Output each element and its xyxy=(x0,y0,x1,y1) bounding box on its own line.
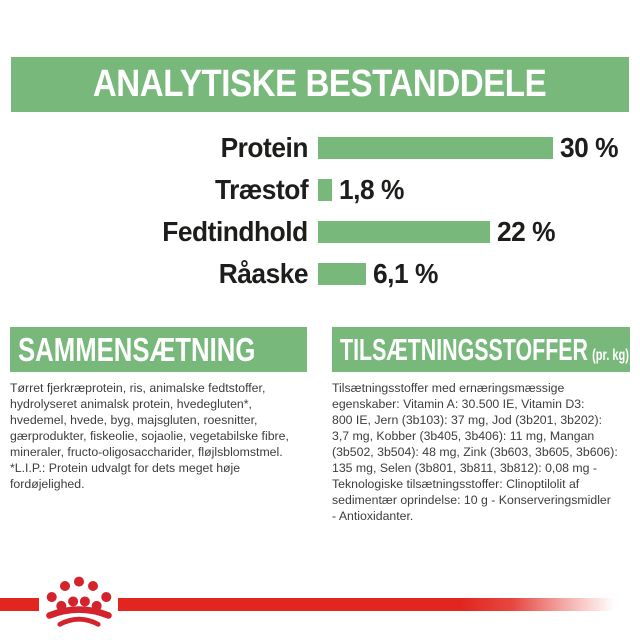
chart-category-label: Råaske xyxy=(0,258,318,290)
chart-value-label: 30 % xyxy=(560,132,622,164)
chart-category-label: Protein xyxy=(0,132,318,164)
additives-title-unit: (pr. kg) xyxy=(592,346,629,364)
additives-line: egenskaber: Vitamin A: 30.500 IE, Vitami… xyxy=(332,397,585,411)
chart-category-text: Råaske xyxy=(218,258,309,289)
chart-value-label: 6,1 % xyxy=(373,258,442,290)
chart-row: Protein 30 % xyxy=(0,127,640,169)
chart-bar xyxy=(318,179,332,201)
chart-row: Fedtindhold 22 % xyxy=(0,211,640,253)
additives-line: 135 mg, Selen (3b801, 3b811, 3b812): 0,0… xyxy=(332,461,598,475)
chart-category-label: Fedtindhold xyxy=(0,216,318,248)
chart-row: Råaske 6,1 % xyxy=(0,253,640,295)
additives-line: Teknologiske tilsætningsstoffer: Clinopt… xyxy=(332,477,580,491)
analytical-constituents-chart: Protein 30 % Træstof 1,8 % Fedtindhold 22 % Rå… xyxy=(0,127,640,295)
composition-header: SAMMENSÆTNING xyxy=(10,327,307,372)
chart-value-text: 1,8 % xyxy=(339,174,404,205)
composition-section: SAMMENSÆTNING Tørret fjerkræprotein, ris… xyxy=(10,327,307,492)
additives-header: TILSÆTNINGSSTOFFER (pr. kg) xyxy=(332,327,630,372)
composition-line: *L.I.P.: Protein udvalgt for dets meget … xyxy=(10,461,241,475)
additives-line: (3b502, 3b504): 48 mg, Zink (3b603, 3b60… xyxy=(332,445,618,459)
additives-title: TILSÆTNINGSSTOFFER (pr. kg) xyxy=(340,332,629,368)
chart-value-label: 1,8 % xyxy=(339,174,408,206)
chart-value-text: 6,1 % xyxy=(373,258,438,289)
analytical-constituents-banner: ANALYTISKE BESTANDDELE xyxy=(11,57,629,112)
chart-category-text: Træstof xyxy=(214,174,309,205)
chart-category-label: Træstof xyxy=(0,174,318,206)
chart-bar xyxy=(318,263,366,285)
additives-line: Tilsætningsstoffer med ernæringsmæssige xyxy=(332,381,565,395)
additives-line: 800 IE, Jern (3b103): 37 mg, Jod (3b201,… xyxy=(332,413,603,427)
royal-canin-crown-icon xyxy=(42,572,116,628)
chart-bar xyxy=(318,221,490,243)
additives-line: 3,7 mg, Kobber (3b405, 3b406): 11 mg, Ma… xyxy=(332,429,595,443)
composition-line: gærprodukter, fiskeolie, sojaolie, veget… xyxy=(10,429,289,443)
additives-line: sedimentær oprindelse: 10 g - Konserveri… xyxy=(332,493,611,507)
additives-line: - Antioxidanter. xyxy=(332,509,414,523)
chart-row: Træstof 1,8 % xyxy=(0,169,640,211)
brand-red-band xyxy=(0,598,640,611)
chart-value-text: 30 % xyxy=(560,132,619,163)
composition-line: hvedemel, hvede, byg, majsgluten, roesni… xyxy=(10,413,258,427)
chart-bar xyxy=(318,137,553,159)
chart-category-text: Fedtindhold xyxy=(162,216,309,247)
chart-value-text: 22 % xyxy=(497,216,556,247)
composition-title: SAMMENSÆTNING xyxy=(18,330,256,368)
chart-value-label: 22 % xyxy=(497,216,559,248)
composition-line: mineraler, fructo-oligosaccharider, fløj… xyxy=(10,445,283,459)
composition-line: hydrolyseret animalsk protein, hvedeglut… xyxy=(10,397,252,411)
additives-text: Tilsætningsstoffer med ernæringsmæssige e… xyxy=(332,380,630,524)
chart-category-text: Protein xyxy=(220,132,309,163)
additives-section: TILSÆTNINGSSTOFFER (pr. kg) Tilsætningsst… xyxy=(332,327,630,524)
crown-svg xyxy=(46,576,112,627)
analytical-constituents-title: ANALYTISKE BESTANDDELE xyxy=(93,63,547,105)
composition-line: fordøjelighed. xyxy=(10,477,85,491)
composition-text: Tørret fjerkræprotein, ris, animalske fe… xyxy=(10,380,307,492)
additives-title-text: TILSÆTNINGSSTOFFER xyxy=(340,331,588,367)
composition-line: Tørret fjerkræprotein, ris, animalske fe… xyxy=(10,381,266,395)
